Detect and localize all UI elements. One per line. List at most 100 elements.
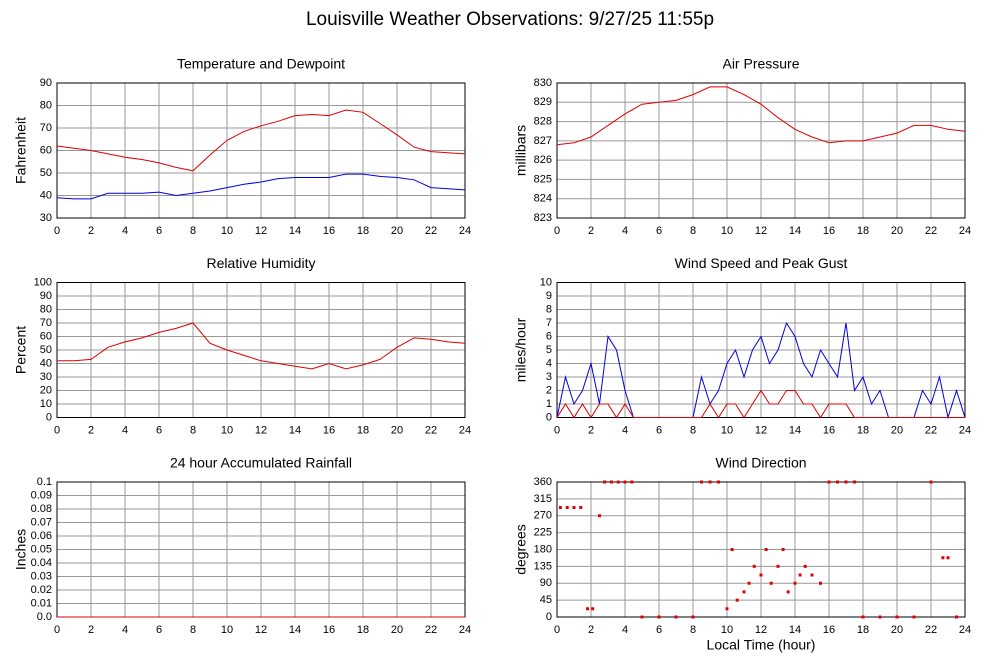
- x-tick-label: 8: [690, 624, 696, 636]
- y-axis-label: degrees: [513, 524, 529, 575]
- data-point: [657, 615, 661, 619]
- data-point: [616, 480, 620, 484]
- x-tick-label: 6: [656, 424, 662, 436]
- y-tick-label: 10: [40, 398, 52, 410]
- y-tick-label: 30: [40, 371, 52, 383]
- y-tick-label: 0.1: [37, 476, 52, 488]
- y-axis-label: Percent: [13, 326, 29, 374]
- y-tick-label: 826: [534, 154, 552, 166]
- data-point: [708, 480, 712, 484]
- y-tick-label: 0.01: [31, 597, 52, 609]
- data-point: [623, 480, 627, 484]
- x-tick-label: 14: [289, 424, 301, 436]
- y-axis-label: Inches: [13, 529, 29, 570]
- data-point: [730, 548, 734, 551]
- x-tick-label: 6: [156, 424, 162, 436]
- x-tick-label: 20: [891, 624, 903, 636]
- data-point: [752, 564, 756, 568]
- plot-frame: [56, 82, 466, 219]
- x-tick-label: 6: [656, 225, 662, 237]
- x-tick-label: 0: [554, 624, 560, 636]
- x-tick-label: 22: [925, 225, 937, 237]
- y-tick-label: 180: [534, 543, 552, 555]
- x-tick-label: 16: [323, 424, 335, 436]
- x-tick-label: 4: [122, 424, 128, 436]
- y-tick-label: 825: [534, 173, 552, 185]
- x-tick-label: 18: [357, 225, 369, 237]
- y-tick-label: 70: [40, 317, 52, 329]
- data-point: [572, 506, 576, 509]
- x-tick-label: 2: [588, 624, 594, 636]
- panel-title: 24 hour Accumulated Rainfall: [170, 455, 352, 471]
- y-tick-label: 135: [534, 560, 552, 572]
- data-point: [803, 564, 807, 568]
- x-tick-label: 22: [425, 424, 437, 436]
- x-tick-label: 24: [459, 424, 471, 436]
- y-tick-label: 824: [534, 193, 552, 205]
- data-point: [810, 573, 814, 577]
- y-tick-label: 1: [546, 398, 552, 410]
- y-tick-label: 0.09: [31, 489, 52, 501]
- x-tick-label: 10: [221, 624, 233, 636]
- y-tick-label: 0.03: [31, 570, 52, 582]
- x-tick-label: 14: [789, 624, 801, 636]
- x-tick-label: 10: [721, 424, 733, 436]
- data-point: [700, 480, 703, 484]
- x-tick-label: 22: [425, 225, 437, 237]
- y-tick-label: 50: [40, 167, 52, 179]
- panel-title: Wind Direction: [715, 455, 806, 471]
- x-tick-label: 24: [959, 624, 971, 636]
- x-tick-label: 2: [588, 225, 594, 237]
- x-tick-label: 24: [959, 424, 971, 436]
- x-tick-label: 16: [323, 624, 335, 636]
- y-axis-label: millibars: [513, 125, 529, 176]
- y-tick-label: 0.02: [31, 584, 52, 596]
- data-line: [556, 389, 965, 419]
- y-tick-label: 0: [46, 411, 52, 423]
- data-line: [56, 109, 466, 172]
- x-tick-label: 14: [789, 424, 801, 436]
- x-tick-label: 12: [755, 225, 767, 237]
- y-tick-label: 827: [534, 135, 552, 147]
- y-tick-label: 60: [40, 144, 52, 156]
- y-tick-label: 0.08: [31, 503, 52, 515]
- x-tick-label: 12: [255, 424, 267, 436]
- y-tick-label: 6: [546, 330, 552, 342]
- x-tick-label: 20: [891, 225, 903, 237]
- data-point: [844, 480, 848, 484]
- x-tick-label: 4: [122, 225, 128, 237]
- x-tick-label: 0: [54, 225, 60, 237]
- x-tick-label: 4: [622, 624, 628, 636]
- data-point: [586, 607, 590, 611]
- data-point: [558, 506, 562, 509]
- data-line: [556, 86, 966, 146]
- plot-frame: [56, 282, 466, 418]
- x-tick-label: 14: [789, 225, 801, 237]
- data-point: [769, 581, 773, 585]
- x-tick-label: 20: [891, 424, 903, 436]
- y-tick-label: 0: [546, 411, 552, 423]
- y-tick-label: 100: [34, 276, 52, 288]
- y-tick-label: 315: [534, 493, 552, 505]
- x-tick-label: 8: [190, 624, 196, 636]
- data-point: [565, 506, 569, 509]
- x-tick-label: 8: [190, 424, 196, 436]
- y-tick-label: 0.07: [31, 516, 52, 528]
- y-axis-label: miles/hour: [513, 317, 529, 382]
- y-tick-label: 3: [546, 371, 552, 383]
- panel-title: Air Pressure: [722, 56, 799, 72]
- data-point: [735, 598, 739, 602]
- data-point: [895, 615, 899, 619]
- y-tick-label: 360: [534, 476, 552, 488]
- y-tick-label: 40: [40, 189, 52, 201]
- y-tick-label: 828: [534, 115, 552, 127]
- x-tick-label: 0: [554, 424, 560, 436]
- figure-title: Louisville Weather Observations: 9/27/25…: [306, 9, 714, 30]
- data-point: [827, 480, 831, 484]
- x-tick-label: 22: [425, 624, 437, 636]
- x-tick-label: 10: [221, 424, 233, 436]
- x-tick-label: 2: [588, 424, 594, 436]
- x-tick-label: 18: [357, 624, 369, 636]
- x-tick-label: 2: [88, 225, 94, 237]
- x-tick-label: 20: [391, 225, 403, 237]
